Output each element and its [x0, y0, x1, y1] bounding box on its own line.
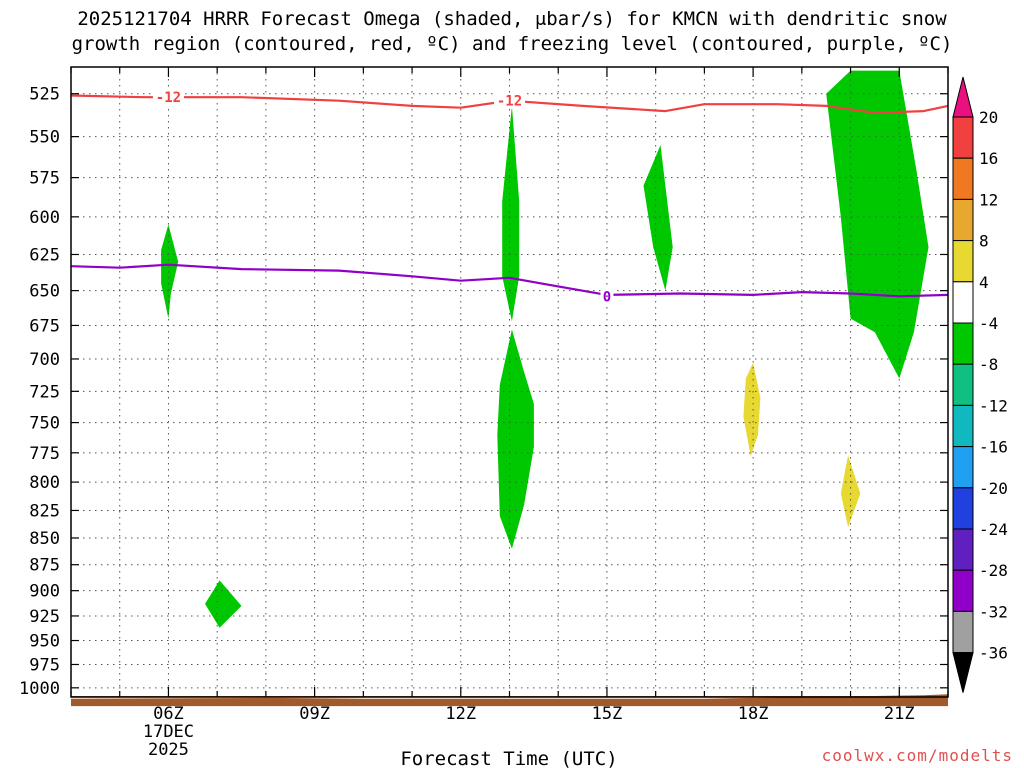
x-tick-label-09Z: 09Z — [299, 704, 330, 724]
y-tick-label-900: 900 — [29, 582, 60, 602]
y-tick-label-600: 600 — [29, 208, 60, 228]
date-label-line-0: 17DEC — [143, 722, 194, 742]
colorbar-swatch-13 — [952, 610, 974, 654]
shaded-region-5 — [826, 70, 929, 379]
colorbar-label-6: -8 — [979, 355, 998, 374]
colorbar: 20 16 12 8 4 -4 -8 -12 -16 -20 -24 -28 -32 -36 — [952, 76, 1008, 693]
colorbar-label-4: 4 — [979, 273, 989, 292]
contour-line-0 — [70, 94, 949, 114]
contour-line-1 — [70, 263, 949, 298]
colorbar-swatch-6 — [952, 322, 974, 365]
colorbar-label-7: -12 — [979, 396, 1008, 415]
y-axis: 525 550 575 600 625 650 675 700 725 750 775 800 825 8… — [19, 85, 948, 699]
x-tick-label-18Z: 18Z — [738, 704, 769, 724]
colorbar-label-0: 20 — [979, 108, 998, 127]
shaded-region-4 — [643, 145, 673, 291]
colorbar-swatch-5 — [952, 281, 974, 324]
y-tick-label-650: 650 — [29, 282, 60, 302]
y-tick-label-575: 575 — [29, 169, 60, 189]
y-tick-label-550: 550 — [29, 128, 60, 148]
date-label-line-1: 2025 — [148, 740, 189, 760]
colorbar-label-3: 8 — [979, 232, 989, 251]
y-tick-label-700: 700 — [29, 350, 60, 370]
x-tick-label-06Z: 06Z — [153, 704, 184, 724]
colorbar-swatch-3 — [952, 198, 974, 242]
shaded-region-7 — [840, 455, 861, 528]
omega-shading — [161, 70, 929, 628]
y-tick-label-875: 875 — [29, 556, 60, 576]
x-tick-label-21Z: 21Z — [884, 704, 915, 724]
y-tick-label-775: 775 — [29, 444, 60, 464]
y-tick-label-725: 725 — [29, 382, 60, 402]
contour-label-bg-0-0 — [152, 89, 184, 106]
shaded-region-1 — [205, 580, 242, 628]
y-tick-label-1000: 1000 — [19, 679, 60, 699]
colorbar-label-1: 16 — [979, 149, 998, 168]
x-tick-label-15Z: 15Z — [592, 704, 623, 724]
colorbar-bottom-arrow — [952, 652, 974, 693]
colorbar-swatch-11 — [952, 528, 974, 571]
colorbar-label-5: -4 — [979, 314, 998, 333]
colorbar-swatch-12 — [952, 569, 974, 612]
x-axis-label: Forecast Time (UTC) — [400, 748, 617, 768]
y-tick-label-675: 675 — [29, 316, 60, 336]
y-tick-label-925: 925 — [29, 607, 60, 627]
colorbar-label-2: 12 — [979, 190, 998, 209]
colorbar-swatch-10 — [952, 487, 974, 530]
shaded-region-2 — [502, 105, 520, 322]
contour-label-0-1: -12 — [497, 94, 522, 110]
colorbar-label-11: -28 — [979, 561, 1008, 580]
contour-label-bg-0-1 — [494, 92, 525, 109]
chart-title-line2: growth region (contoured, red, ºC) and f… — [71, 33, 953, 55]
y-tick-label-525: 525 — [29, 85, 60, 105]
colorbar-swatch-2 — [952, 157, 974, 200]
colorbar-swatch-4 — [952, 240, 974, 283]
terrain-fill — [71, 694, 948, 707]
contour-label-bg-1-0 — [600, 288, 614, 305]
y-tick-label-625: 625 — [29, 245, 60, 265]
colorbar-swatch-1 — [952, 116, 974, 159]
y-tick-label-825: 825 — [29, 501, 60, 521]
shaded-region-3 — [497, 329, 534, 549]
colorbar-label-8: -16 — [979, 438, 1008, 457]
contour-label-0-0: -12 — [156, 90, 181, 106]
colorbar-swatch-7 — [952, 363, 974, 406]
watermark: coolwx.com/modelts — [822, 746, 1013, 765]
y-tick-label-850: 850 — [29, 529, 60, 549]
x-tick-label-12Z: 12Z — [445, 704, 476, 724]
colorbar-swatch-9 — [952, 446, 974, 489]
contour-lines: -12 -12 0 — [70, 89, 949, 305]
colorbar-label-12: -32 — [979, 602, 1008, 621]
y-tick-label-975: 975 — [29, 655, 60, 675]
shaded-region-0 — [161, 224, 179, 319]
y-tick-label-950: 950 — [29, 632, 60, 652]
shaded-region-6 — [743, 362, 761, 457]
colorbar-swatch-8 — [952, 404, 974, 448]
y-tick-label-800: 800 — [29, 473, 60, 493]
contour-label-1-0: 0 — [603, 289, 611, 305]
colorbar-label-9: -20 — [979, 479, 1008, 498]
colorbar-label-13: -36 — [979, 644, 1008, 663]
colorbar-label-10: -24 — [979, 520, 1008, 539]
x-axis: 06Z 09Z 12Z 15Z 18Z 21Z — [70, 67, 949, 724]
chart-title-line1: 2025121704 HRRR Forecast Omega (shaded, … — [77, 8, 947, 30]
y-tick-label-750: 750 — [29, 414, 60, 434]
colorbar-top-arrow — [952, 76, 974, 118]
